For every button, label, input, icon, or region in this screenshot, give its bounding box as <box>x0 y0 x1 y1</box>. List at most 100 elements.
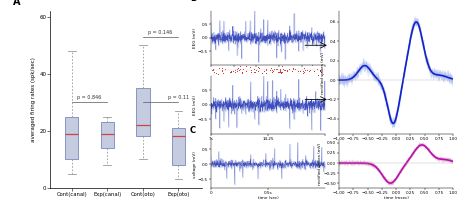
Point <box>284 68 291 72</box>
Point <box>285 68 292 71</box>
Point <box>316 69 324 73</box>
Point <box>214 72 221 76</box>
Point <box>274 71 282 74</box>
Point <box>270 70 277 73</box>
Point <box>289 66 296 70</box>
Bar <box>65 116 78 159</box>
X-axis label: time (msec): time (msec) <box>384 196 409 200</box>
Point <box>310 69 317 73</box>
Point <box>279 67 287 70</box>
Point <box>252 70 259 74</box>
Point <box>243 69 250 72</box>
Point <box>268 70 275 73</box>
Point <box>267 66 274 70</box>
Point <box>232 68 239 72</box>
Point <box>234 67 241 71</box>
Point <box>219 72 227 75</box>
Point <box>275 70 283 74</box>
Point <box>236 68 244 71</box>
Point <box>218 66 225 70</box>
Point <box>278 64 285 68</box>
Point <box>314 73 322 77</box>
Point <box>251 67 258 71</box>
Y-axis label: averaged firing rates (spk/sec): averaged firing rates (spk/sec) <box>32 57 37 142</box>
Point <box>246 65 253 68</box>
Text: p = 0.146: p = 0.146 <box>148 30 173 35</box>
Point <box>267 68 274 72</box>
Text: p = 0.846: p = 0.846 <box>77 95 102 100</box>
Point <box>310 70 317 73</box>
Point <box>299 71 306 74</box>
X-axis label: time (msec): time (msec) <box>384 142 409 146</box>
Point <box>240 67 247 71</box>
Point <box>276 69 284 72</box>
Point <box>218 68 225 71</box>
Point <box>236 64 244 68</box>
Point <box>210 68 217 71</box>
Point <box>247 68 255 72</box>
Point <box>256 66 263 69</box>
Y-axis label: voltage (mV): voltage (mV) <box>192 151 196 178</box>
Point <box>306 68 313 71</box>
Point <box>294 70 302 73</box>
Point <box>208 68 215 71</box>
Point <box>300 70 307 74</box>
Point <box>296 69 304 72</box>
Point <box>299 69 306 73</box>
Point <box>259 71 266 74</box>
Point <box>260 70 267 73</box>
Bar <box>136 88 150 137</box>
Point <box>235 68 242 72</box>
Text: A: A <box>12 0 20 7</box>
Point <box>221 67 228 71</box>
Point <box>277 70 284 74</box>
Point <box>289 67 297 71</box>
Point <box>215 67 223 70</box>
Point <box>209 68 217 72</box>
X-axis label: time (sec): time (sec) <box>257 142 278 146</box>
Point <box>238 71 245 74</box>
Point <box>278 71 286 74</box>
Point <box>281 68 289 71</box>
Text: C: C <box>190 126 196 135</box>
Point <box>317 70 325 74</box>
Point <box>280 68 288 72</box>
Point <box>277 71 284 75</box>
Y-axis label: EEG (mV): EEG (mV) <box>192 95 196 115</box>
Point <box>301 68 309 72</box>
Point <box>228 70 235 73</box>
Point <box>239 71 246 74</box>
Point <box>231 70 239 73</box>
Point <box>210 70 217 73</box>
Point <box>270 68 278 71</box>
Point <box>308 64 316 67</box>
Y-axis label: EEG (mV): EEG (mV) <box>192 28 196 48</box>
Point <box>247 70 255 73</box>
Point <box>212 71 219 75</box>
Point <box>254 69 262 73</box>
Point <box>277 67 284 71</box>
Point <box>301 66 308 69</box>
Point <box>226 71 234 74</box>
Point <box>242 65 250 68</box>
Point <box>254 65 262 69</box>
Bar <box>100 122 114 148</box>
Point <box>262 67 270 70</box>
Point <box>273 67 281 71</box>
Point <box>228 70 235 73</box>
Point <box>251 70 258 74</box>
Point <box>262 71 269 75</box>
Point <box>306 69 313 72</box>
Text: p = 0.11: p = 0.11 <box>168 95 189 100</box>
Point <box>313 67 321 71</box>
Bar <box>172 128 185 165</box>
Point <box>262 68 270 72</box>
Point <box>303 68 311 71</box>
Point <box>234 67 241 70</box>
Y-axis label: rectified spikes (mV): rectified spikes (mV) <box>318 143 322 185</box>
Point <box>284 69 291 73</box>
Point <box>316 68 323 72</box>
Point <box>272 67 279 71</box>
Point <box>288 69 295 73</box>
Point <box>276 70 283 73</box>
